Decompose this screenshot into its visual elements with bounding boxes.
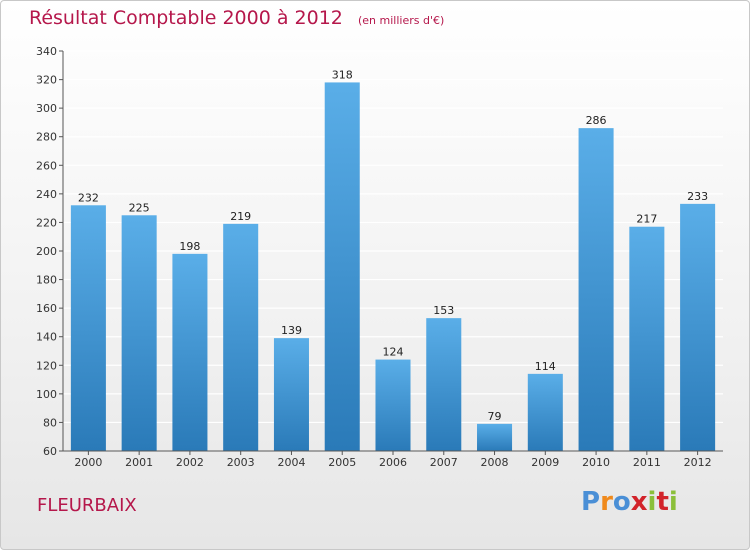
x-tick-label-2005: 2005 bbox=[328, 456, 356, 469]
y-tick-label: 180 bbox=[36, 274, 57, 287]
x-tick-label-2002: 2002 bbox=[176, 456, 204, 469]
value-label-2012: 233 bbox=[687, 190, 708, 203]
logo-letter: i bbox=[647, 487, 657, 517]
value-label-2001: 225 bbox=[129, 201, 150, 214]
y-tick-label: 280 bbox=[36, 131, 57, 144]
bar-2002 bbox=[172, 253, 208, 451]
value-label-2010: 286 bbox=[586, 114, 607, 127]
x-tick-label-2012: 2012 bbox=[684, 456, 712, 469]
logo-letter: r bbox=[600, 487, 613, 517]
logo-letter: P bbox=[581, 487, 601, 517]
x-tick-label-2011: 2011 bbox=[633, 456, 661, 469]
proxiti-logo: Proxiti bbox=[581, 487, 678, 517]
logo-letter: t bbox=[656, 487, 669, 517]
logo-letter: o bbox=[612, 487, 631, 517]
bar-2003 bbox=[223, 223, 259, 451]
value-label-2009: 114 bbox=[535, 360, 556, 373]
y-tick-label: 200 bbox=[36, 245, 57, 258]
chart-title: Résultat Comptable 2000 à 2012 bbox=[29, 7, 343, 29]
y-tick-label: 60 bbox=[43, 445, 57, 458]
y-tick-label: 120 bbox=[36, 359, 57, 372]
bar-2012 bbox=[680, 203, 716, 451]
chart-subtitle: (en milliers d'€) bbox=[357, 14, 445, 27]
bar-2010 bbox=[578, 128, 614, 451]
place-name: FLEURBAIX bbox=[37, 495, 137, 516]
x-tick-label-2009: 2009 bbox=[531, 456, 559, 469]
value-label-2008: 79 bbox=[488, 410, 502, 423]
y-tick-label: 100 bbox=[36, 388, 57, 401]
bar-2011 bbox=[629, 226, 665, 451]
value-label-2011: 217 bbox=[636, 213, 657, 226]
bar-2008 bbox=[477, 423, 513, 451]
value-label-2000: 232 bbox=[78, 191, 99, 204]
bar-2001 bbox=[121, 215, 157, 451]
x-tick-label-2006: 2006 bbox=[379, 456, 407, 469]
bar-2007 bbox=[426, 318, 462, 451]
bar-2005 bbox=[324, 82, 360, 451]
y-tick-label: 320 bbox=[36, 74, 57, 87]
value-label-2003: 219 bbox=[230, 210, 251, 223]
chart-title-block: Résultat Comptable 2000 à 2012 (en milli… bbox=[29, 7, 444, 29]
logo-letter: i bbox=[668, 487, 678, 517]
value-label-2005: 318 bbox=[332, 68, 353, 81]
value-label-2006: 124 bbox=[383, 346, 404, 359]
x-tick-label-2001: 2001 bbox=[125, 456, 153, 469]
value-label-2004: 139 bbox=[281, 324, 302, 337]
y-tick-label: 160 bbox=[36, 302, 57, 315]
y-tick-label: 80 bbox=[43, 416, 57, 429]
bar-2000 bbox=[70, 205, 106, 451]
x-tick-label-2000: 2000 bbox=[74, 456, 102, 469]
logo-letter: x bbox=[630, 487, 648, 517]
value-label-2007: 153 bbox=[433, 304, 454, 317]
value-label-2002: 198 bbox=[179, 240, 200, 253]
bar-2004 bbox=[273, 338, 309, 451]
y-tick-label: 260 bbox=[36, 159, 57, 172]
y-tick-label: 140 bbox=[36, 331, 57, 344]
x-tick-label-2004: 2004 bbox=[277, 456, 305, 469]
x-tick-label-2007: 2007 bbox=[430, 456, 458, 469]
y-tick-label: 240 bbox=[36, 188, 57, 201]
x-tick-label-2003: 2003 bbox=[227, 456, 255, 469]
x-tick-label-2010: 2010 bbox=[582, 456, 610, 469]
y-tick-label: 300 bbox=[36, 102, 57, 115]
x-tick-label-2008: 2008 bbox=[481, 456, 509, 469]
bar-2009 bbox=[527, 373, 563, 451]
bar-2006 bbox=[375, 359, 411, 451]
y-tick-label: 340 bbox=[36, 45, 57, 58]
y-tick-label: 220 bbox=[36, 216, 57, 229]
